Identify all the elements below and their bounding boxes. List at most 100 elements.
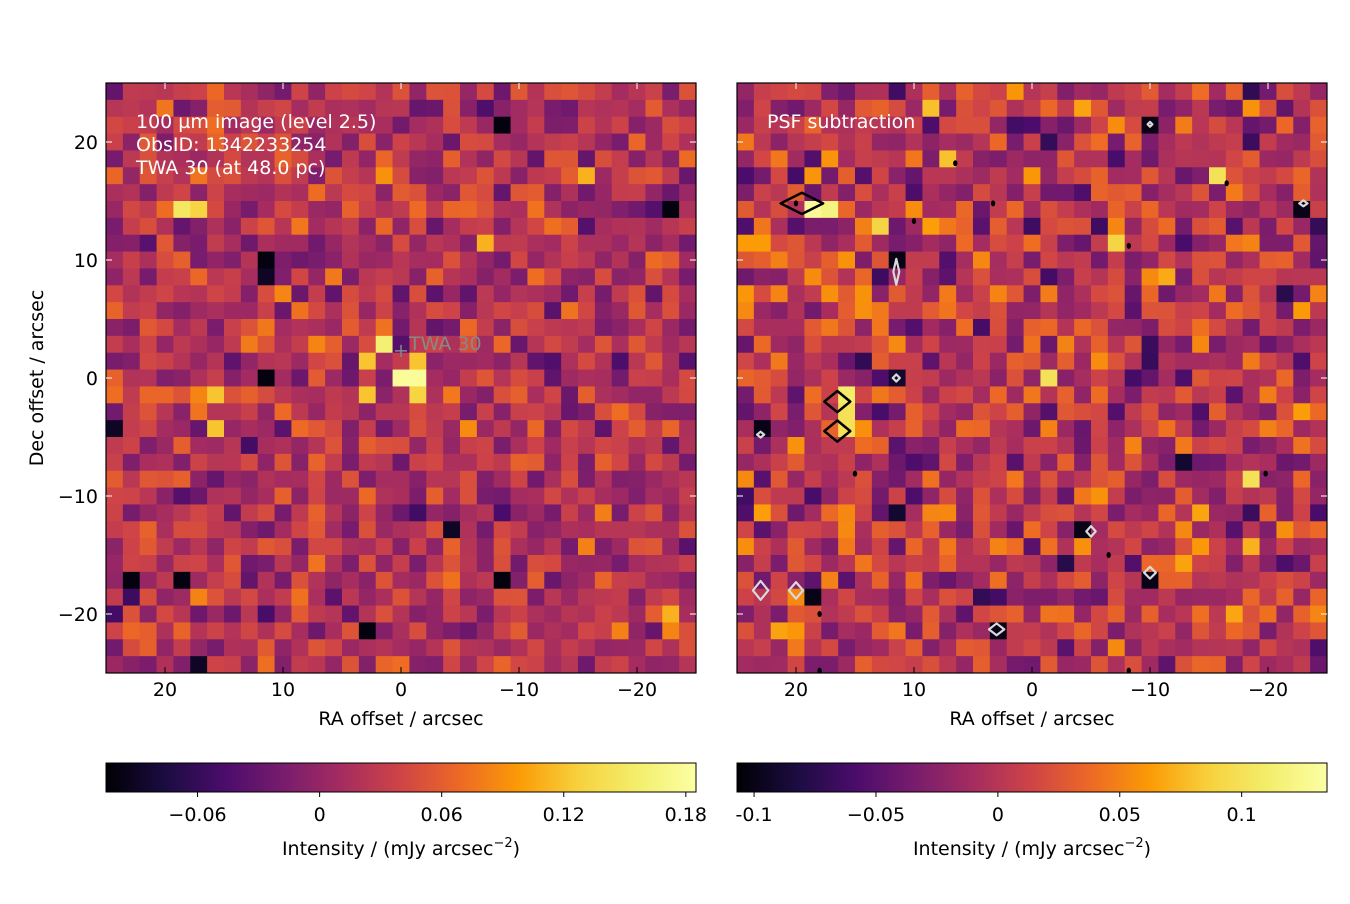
heatmap-pixel <box>753 285 772 303</box>
heatmap-pixel <box>855 184 873 202</box>
heatmap-pixel <box>1074 386 1092 404</box>
heatmap-pixel <box>1225 453 1244 472</box>
heatmap-pixel <box>274 116 293 135</box>
heatmap-pixel <box>787 150 806 168</box>
heatmap-pixel <box>973 622 991 640</box>
heatmap-pixel <box>1310 639 1327 657</box>
heatmap-pixel <box>257 83 276 101</box>
heatmap-pixel <box>224 116 242 135</box>
heatmap-pixel <box>493 588 512 607</box>
heatmap-pixel <box>973 251 991 270</box>
heatmap-pixel <box>662 234 680 253</box>
heatmap-pixel <box>787 268 806 286</box>
heatmap-pixel <box>240 571 259 590</box>
heatmap-pixel <box>578 302 596 320</box>
heatmap-pixel <box>274 571 293 590</box>
heatmap-pixel <box>493 217 512 236</box>
heatmap-pixel <box>156 622 175 640</box>
heatmap-pixel <box>527 369 545 388</box>
heatmap-pixel <box>753 504 772 522</box>
heatmap-pixel <box>1023 285 1042 303</box>
heatmap-pixel <box>662 285 680 303</box>
heatmap-pixel <box>274 167 293 185</box>
heatmap-pixel <box>770 150 789 168</box>
heatmap-pixel <box>1057 335 1075 354</box>
heatmap-pixel <box>888 234 907 253</box>
heatmap-pixel <box>1023 251 1042 270</box>
heatmap-pixel <box>956 403 974 421</box>
heatmap-pixel <box>753 470 772 489</box>
heatmap-pixel <box>1107 234 1126 253</box>
heatmap-pixel <box>1057 234 1075 253</box>
heatmap-pixel <box>240 319 259 337</box>
heatmap-pixel <box>476 504 495 522</box>
heatmap-pixel <box>544 453 562 472</box>
heatmap-pixel <box>737 470 755 489</box>
heatmap-pixel <box>173 335 191 354</box>
heatmap-pixel <box>443 217 461 236</box>
heatmap-pixel <box>1310 319 1327 337</box>
heatmap-pixel <box>1091 268 1109 286</box>
heatmap-pixel <box>1276 538 1294 556</box>
heatmap-pixel <box>392 302 411 320</box>
heatmap-pixel <box>561 622 579 640</box>
heatmap-pixel <box>291 116 309 135</box>
heatmap-pixel <box>753 234 772 253</box>
heatmap-pixel <box>753 184 772 202</box>
heatmap-pixel <box>628 150 647 168</box>
heatmap-pixel <box>804 167 822 185</box>
heatmap-pixel <box>1074 150 1092 168</box>
heatmap-pixel <box>838 571 856 590</box>
heatmap-pixel <box>325 150 343 168</box>
heatmap-pixel <box>510 319 529 337</box>
heatmap-pixel <box>561 470 579 489</box>
marks-right <box>751 120 1309 673</box>
heatmap-pixel <box>257 184 276 202</box>
heatmap-pixel <box>325 538 343 556</box>
heatmap-pixel <box>679 99 696 118</box>
heatmap-pixel <box>106 83 124 101</box>
heatmap-pixel <box>1209 352 1227 371</box>
heatmap-pixel <box>679 184 696 202</box>
heatmap-pixel <box>1192 538 1210 556</box>
heatmap-pixel <box>1091 184 1109 202</box>
heatmap-pixel <box>578 335 596 354</box>
heatmap-pixel <box>308 184 326 202</box>
heatmap-pixel <box>1057 420 1075 438</box>
heatmap-pixel <box>1310 268 1327 286</box>
heatmap-pixel <box>1158 201 1176 219</box>
heatmap-pixel <box>426 335 444 354</box>
heatmap-pixel <box>426 453 444 472</box>
heatmap-pixel <box>1192 335 1210 354</box>
heatmap-pixel <box>737 588 755 607</box>
heatmap-pixel <box>1141 588 1160 607</box>
heatmap-pixel <box>257 234 276 253</box>
heatmap-pixel <box>1023 133 1042 152</box>
heatmap-pixel <box>240 639 259 657</box>
heatmap-pixel <box>1124 622 1143 640</box>
heatmap-pixel <box>1293 487 1311 506</box>
heatmap-pixel <box>594 285 613 303</box>
heatmap-pixel <box>578 504 596 522</box>
heatmap-pixel <box>122 302 141 320</box>
heatmap-pixel <box>358 319 377 337</box>
heatmap-pixel <box>1057 116 1075 135</box>
heatmap-pixel <box>1006 285 1025 303</box>
heatmap-pixel <box>855 487 873 506</box>
heatmap-pixel <box>561 504 579 522</box>
heatmap-pixel <box>308 555 326 573</box>
heatmap-pixel <box>240 184 259 202</box>
heatmap-pixel <box>342 302 360 320</box>
heatmap-pixel <box>1040 639 1058 657</box>
heatmap-pixel <box>375 504 394 522</box>
heatmap-pixel <box>1107 622 1126 640</box>
heatmap-pixel <box>1225 133 1244 152</box>
heatmap-pixel <box>476 403 495 421</box>
heatmap-pixel <box>821 234 839 253</box>
heatmap-pixel <box>1192 555 1210 573</box>
heatmap-pixel <box>1074 201 1092 219</box>
heatmap-pixel <box>594 201 613 219</box>
heatmap-pixel <box>1242 622 1261 640</box>
heatmap-pixel <box>1293 251 1311 270</box>
heatmap-pixel <box>922 504 940 522</box>
